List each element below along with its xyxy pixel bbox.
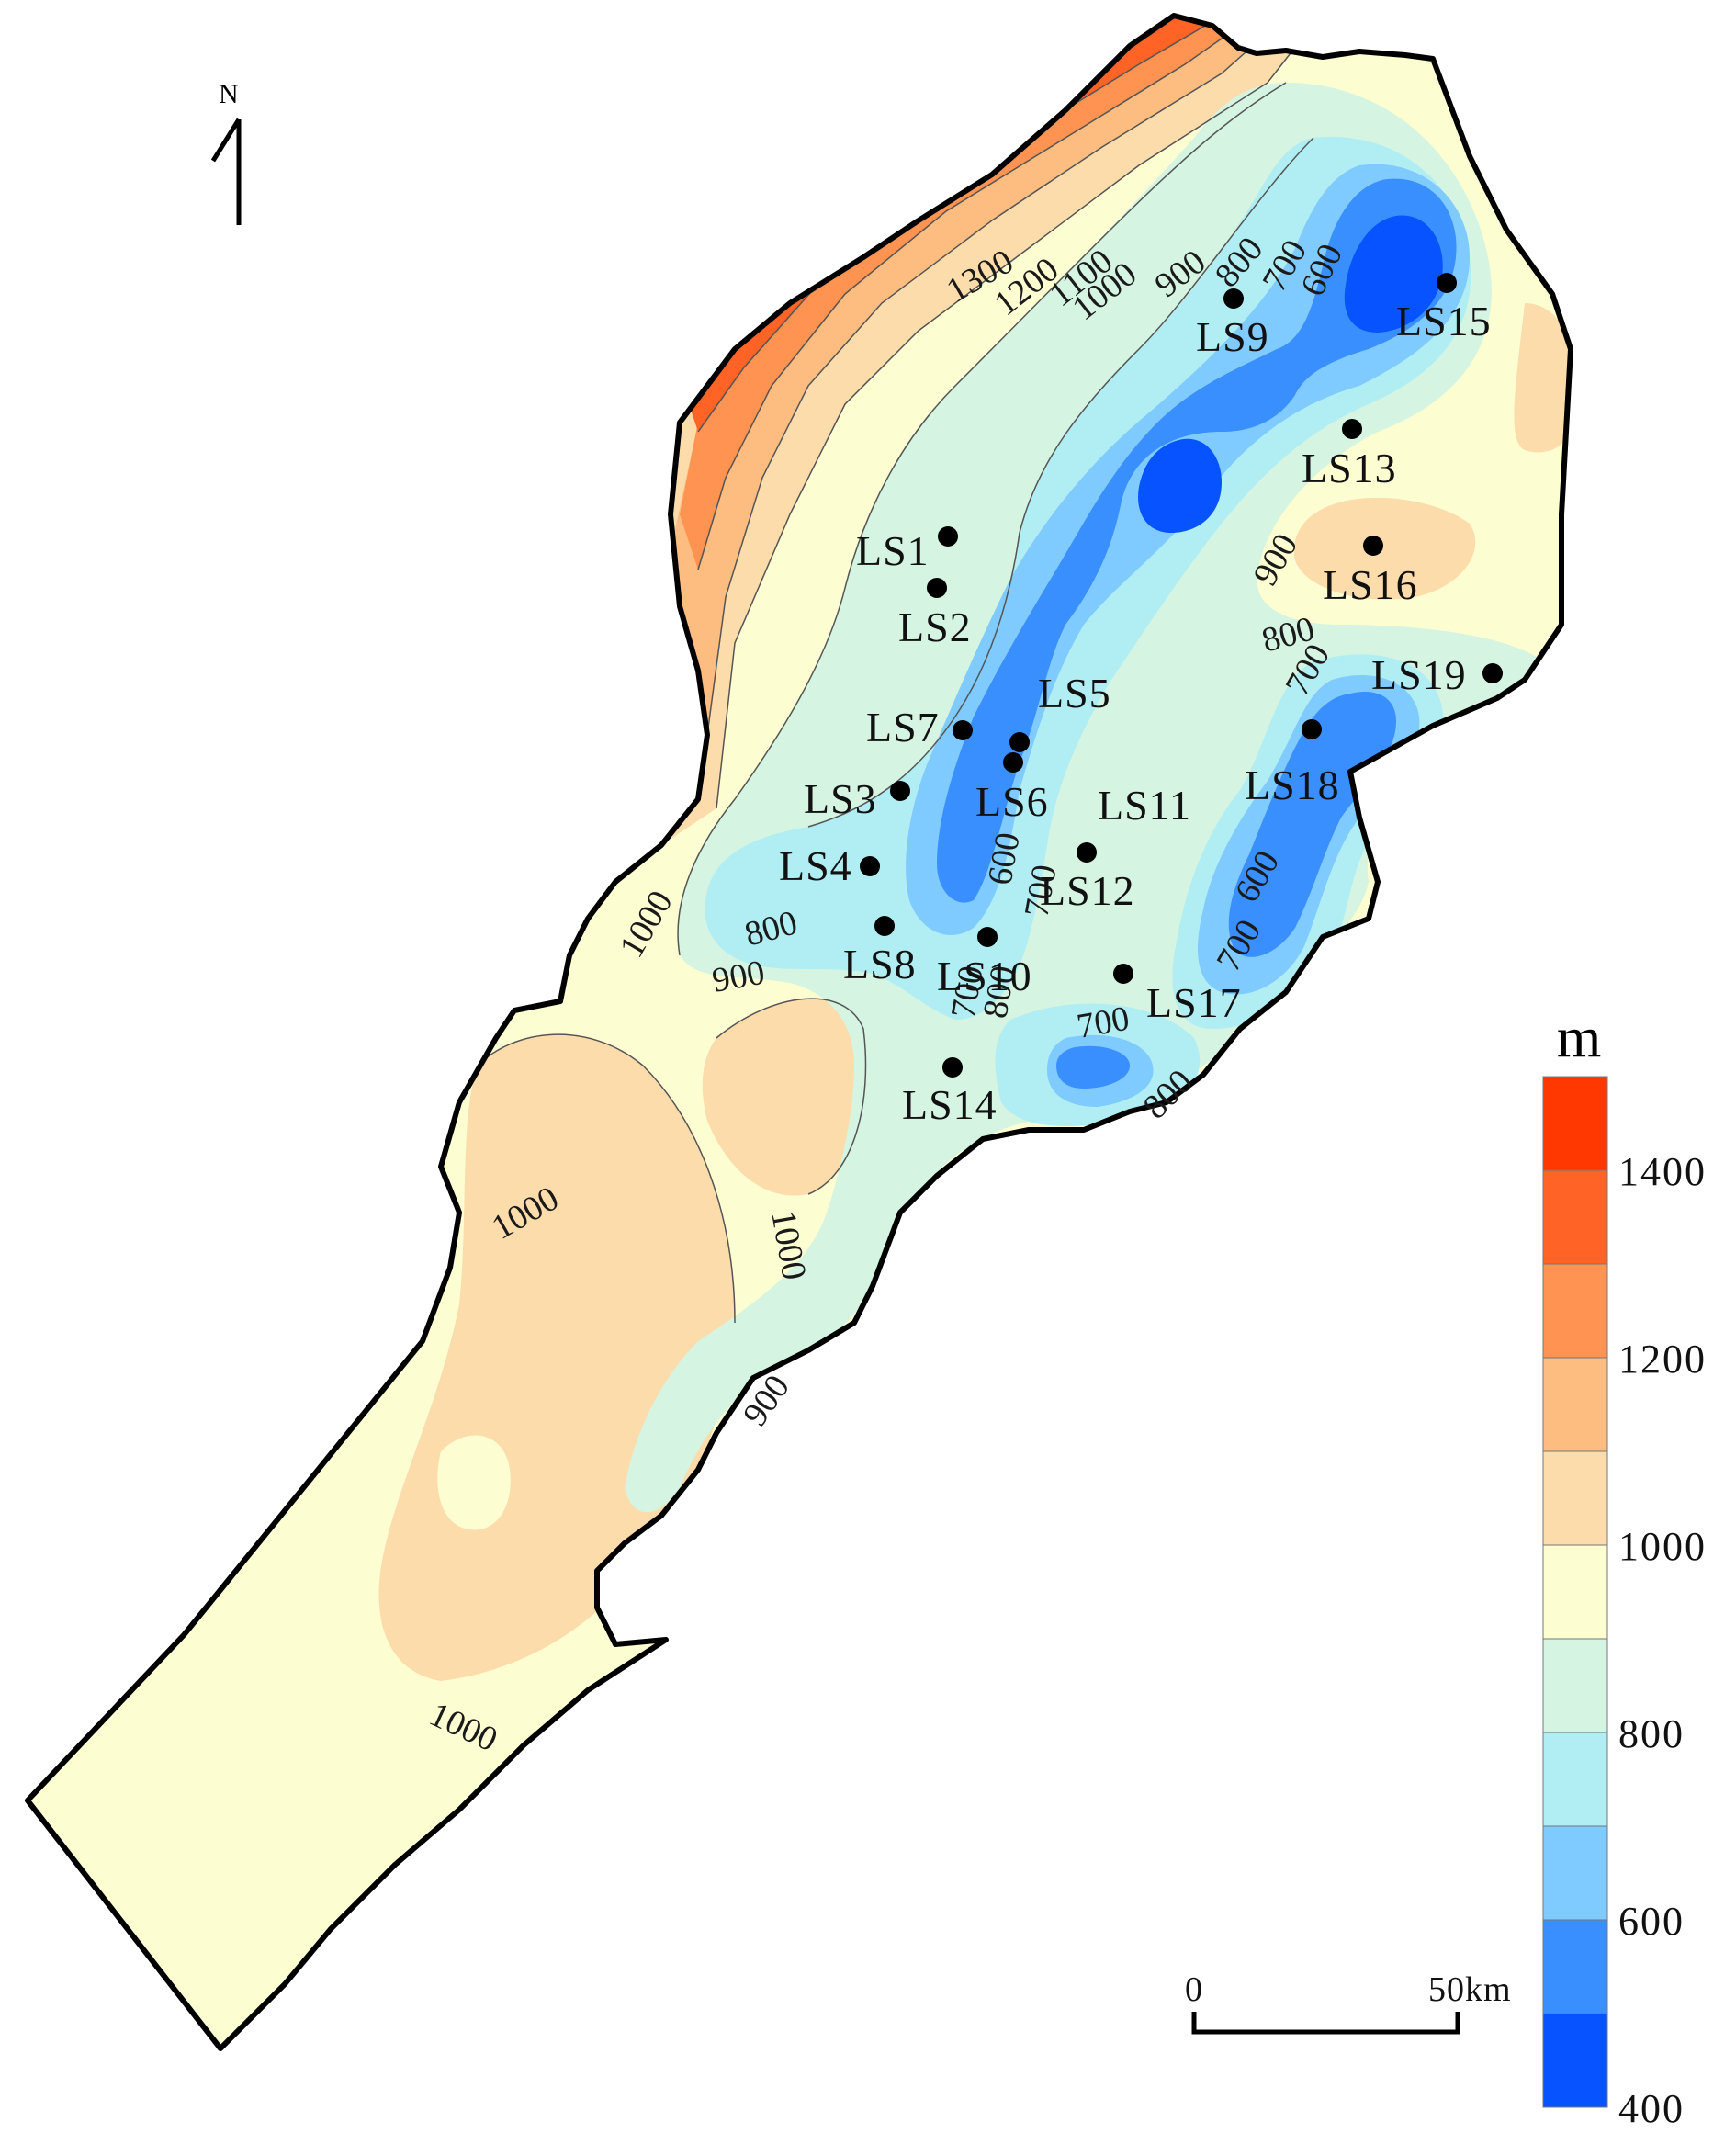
legend-swatch xyxy=(1542,1450,1608,1546)
well-marker[interactable] xyxy=(1302,719,1322,739)
well-label: LS12 xyxy=(1040,867,1135,914)
scale-end-label: 50km xyxy=(1428,1970,1512,2009)
fill-500-600-east xyxy=(1228,692,1396,957)
well-label: LS4 xyxy=(779,842,852,889)
well-marker[interactable] xyxy=(890,781,910,801)
contour-1000-south xyxy=(477,1033,736,1324)
well-marker[interactable] xyxy=(1363,536,1383,556)
well-label: LS1 xyxy=(856,527,930,574)
well-marker[interactable] xyxy=(942,1057,963,1078)
well-label: LS2 xyxy=(898,604,972,650)
contour-label: 800 xyxy=(976,963,1023,1021)
well-label: LS6 xyxy=(975,778,1049,825)
well-marker-group: LS1 LS2 LS3 LS4 LS5 LS6 LS7 LS8 LS9 LS10… xyxy=(779,273,1503,1128)
well-label: LS5 xyxy=(1038,670,1111,717)
fill-south-hole xyxy=(437,1435,511,1530)
well-marker[interactable] xyxy=(938,526,958,547)
contour-800 xyxy=(807,137,1314,828)
legend-swatch xyxy=(1542,1263,1608,1359)
legend-swatch xyxy=(1542,1732,1608,1827)
well-marker[interactable] xyxy=(1113,964,1133,984)
fill-ls16-patch xyxy=(1293,497,1476,600)
well-label: LS16 xyxy=(1323,561,1418,608)
contour-label: 900 xyxy=(709,954,767,1000)
well-marker[interactable] xyxy=(977,927,998,947)
fill-500-600-south xyxy=(1056,1045,1130,1089)
fill-400-500-center xyxy=(1138,438,1222,533)
well-label: LS3 xyxy=(804,775,877,822)
contour-1100 xyxy=(706,16,1305,736)
contour-1200 xyxy=(697,16,1278,570)
well-label: LS10 xyxy=(937,953,1032,999)
legend-unit-title: m xyxy=(1557,1007,1601,1069)
contour-1000-mid xyxy=(716,998,867,1195)
well-label: LS14 xyxy=(902,1081,998,1128)
legend-tick-label: 600 xyxy=(1618,1899,1685,1944)
color-legend: m 1400 1200 1000 800 600 400 xyxy=(1542,1007,1707,2131)
north-label: N xyxy=(219,79,239,109)
fill-east-patch xyxy=(1514,303,1571,453)
well-marker[interactable] xyxy=(1009,732,1030,752)
scale-bar: 0 50km xyxy=(1185,1970,1512,2035)
well-label: LS11 xyxy=(1098,782,1191,829)
well-label: LS19 xyxy=(1371,651,1467,698)
contour-900 xyxy=(677,82,1287,956)
region-boundary xyxy=(25,13,1573,2051)
legend-swatch xyxy=(1542,1544,1608,1640)
well-marker[interactable] xyxy=(1342,419,1362,439)
well-label: LS9 xyxy=(1196,313,1269,360)
contour-lines xyxy=(477,16,1333,1324)
north-arrow-icon xyxy=(210,118,242,225)
scale-start-label: 0 xyxy=(1185,1970,1203,2009)
well-marker[interactable] xyxy=(1482,663,1503,683)
well-marker[interactable] xyxy=(860,856,880,876)
well-marker[interactable] xyxy=(927,578,947,598)
legend-swatch xyxy=(1542,1638,1608,1733)
legend-swatch xyxy=(1542,1825,1608,1921)
contour-1000 xyxy=(716,16,1333,809)
fill-400-500-ls15 xyxy=(1344,215,1443,333)
contour-label: 700 xyxy=(1074,999,1132,1046)
fill-800-900 xyxy=(625,83,1549,1513)
well-marker[interactable] xyxy=(1003,752,1023,773)
contour-label: 700 xyxy=(944,963,991,1021)
well-marker[interactable] xyxy=(874,916,895,936)
legend-swatch xyxy=(1542,2013,1608,2108)
legend-tick-label: 400 xyxy=(1618,2086,1685,2131)
legend-tick-label: 1400 xyxy=(1618,1149,1707,1194)
well-label: LS15 xyxy=(1396,298,1492,344)
well-marker[interactable] xyxy=(1077,842,1097,863)
well-label: LS13 xyxy=(1302,445,1397,491)
well-label: LS7 xyxy=(866,704,940,750)
legend-swatch xyxy=(1542,1357,1608,1452)
well-label: LS8 xyxy=(843,941,917,987)
north-arrow: N xyxy=(210,79,242,225)
legend-tick-label: 1200 xyxy=(1618,1337,1707,1382)
legend-swatch xyxy=(1542,1076,1608,1171)
well-marker[interactable] xyxy=(953,720,973,740)
well-label: LS18 xyxy=(1245,762,1340,808)
contour-label: 700 xyxy=(1018,862,1065,920)
well-marker[interactable] xyxy=(1223,288,1244,309)
contour-label: 600 xyxy=(981,829,1028,887)
legend-tick-label: 1000 xyxy=(1618,1524,1707,1569)
legend-swatch xyxy=(1542,1169,1608,1265)
fill-500-600-north xyxy=(937,178,1457,903)
well-marker[interactable] xyxy=(1437,273,1457,293)
fill-mid-1000 xyxy=(702,999,866,1196)
well-label: LS17 xyxy=(1146,979,1242,1026)
scale-bar-line xyxy=(1191,2012,1460,2035)
legend-tick-label: 800 xyxy=(1618,1711,1685,1756)
legend-swatch xyxy=(1542,1919,1608,2014)
